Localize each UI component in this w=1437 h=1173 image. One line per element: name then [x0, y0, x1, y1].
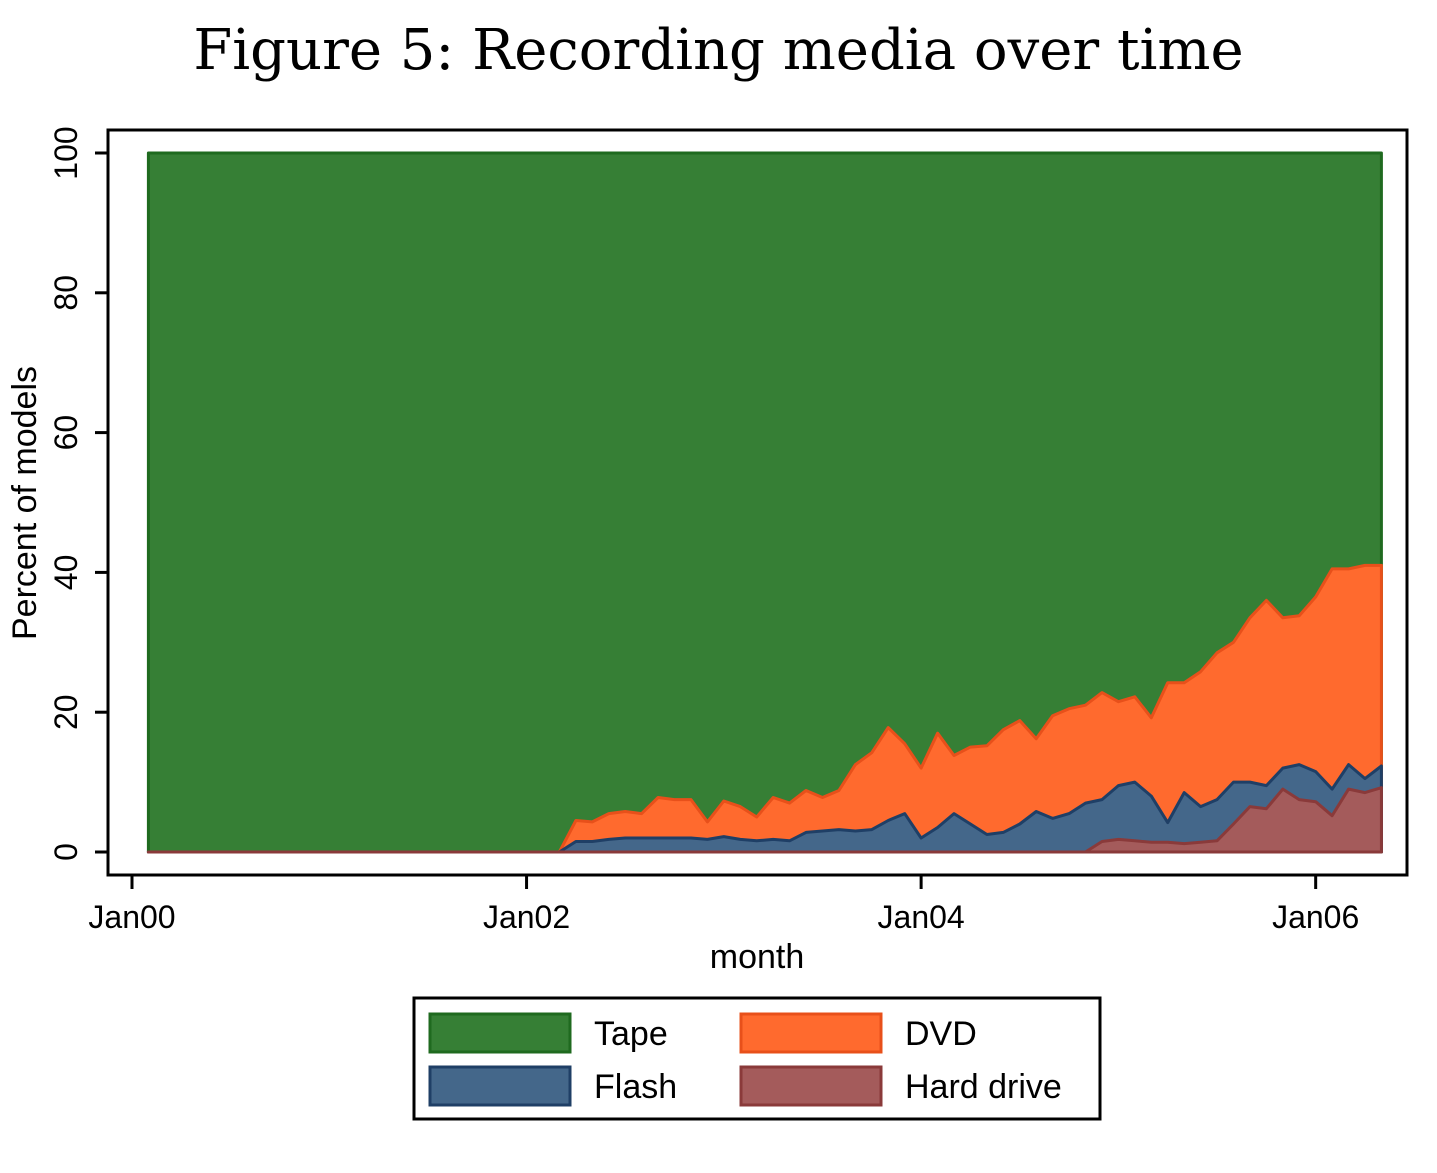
legend-label-hard-drive: Hard drive — [905, 1068, 1062, 1106]
area-hard-drive — [146, 786, 1383, 854]
legend: Tape DVD Flash Hard drive — [428, 1012, 1062, 1107]
plot-frame — [106, 128, 1409, 877]
y-tick-label: 100 — [48, 126, 84, 179]
legend-label-tape: Tape — [594, 1015, 668, 1053]
x-tick-label: Jan00 — [88, 899, 175, 935]
legend-label-dvd: DVD — [905, 1015, 977, 1053]
x-axis-title: month — [710, 938, 805, 976]
y-tick-label: 0 — [48, 843, 84, 861]
chart-title: Figure 5: Recording media over time — [193, 18, 1244, 83]
plot-areas — [146, 151, 1383, 854]
legend-swatch-hard-drive — [739, 1065, 883, 1107]
legend-swatch-tape — [428, 1012, 572, 1054]
x-tick-label: Jan06 — [1272, 899, 1359, 935]
y-axis: 0 20 40 60 80 100 — [48, 126, 108, 861]
x-tick-label: Jan04 — [878, 899, 965, 935]
y-tick-label: 80 — [48, 275, 84, 311]
y-tick-label: 20 — [48, 694, 84, 730]
legend-label-flash: Flash — [594, 1068, 677, 1106]
x-axis: Jan00 Jan02 Jan04 Jan06 — [88, 875, 1359, 935]
y-tick-label: 60 — [48, 415, 84, 451]
x-tick-label: Jan02 — [483, 899, 570, 935]
y-tick-label: 40 — [48, 555, 84, 591]
legend-swatch-dvd — [739, 1012, 883, 1054]
y-axis-title: Percent of models — [6, 366, 44, 640]
legend-swatch-flash — [428, 1065, 572, 1107]
